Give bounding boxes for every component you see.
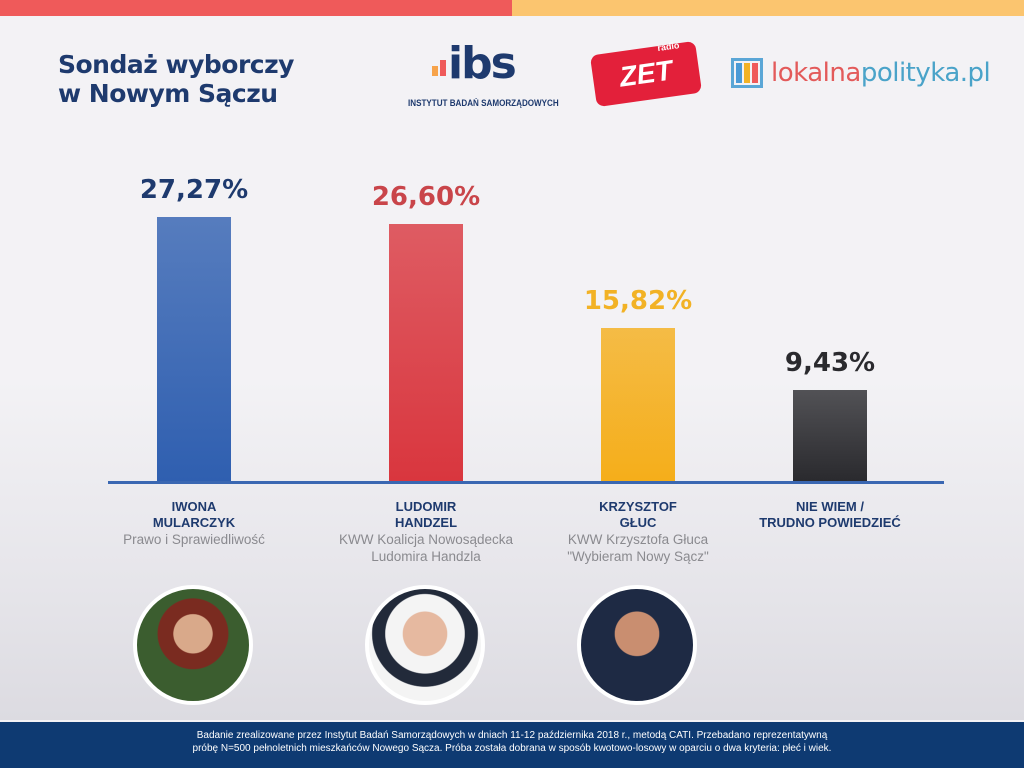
candidate-party: KWW Krzysztofa Głuca [567,532,709,547]
ibs-logo-subtitle: INSTYTUT BADAŃ SAMORZĄDOWYCH [408,98,559,109]
bar-1 [157,217,231,481]
candidate-name: KRZYSZTOF [599,499,677,514]
category-label-3: KRZYSZTOF GŁUC KWW Krzysztofa Głuca "Wybier… [528,499,748,565]
footer-line-2: próbę N=500 pełnoletnich mieszkańców Now… [192,743,832,754]
lokalnapolityka-logo: lokalnapolityka.pl [731,58,991,88]
candidate-party: "Wybieram Nowy Sącz" [567,549,709,564]
candidate-party: KWW Koalicja Nowosądecka [338,532,514,547]
category-label-1: IWONA MULARCZYK Prawo i Sprawiedliwość [84,499,304,548]
category-label-2: LUDOMIR HANDZEL KWW Koalicja Nowosądecka Lu… [316,499,536,565]
title-line-2: w Nowym Sączu [58,79,278,108]
candidate-name: IWONA [171,499,217,514]
lokalnapolityka-chart-icon [731,58,763,88]
candidate-name: GŁUC [619,515,657,530]
logo-text-lokalna: lokalna [771,58,861,88]
zet-text: ZET [617,54,675,93]
top-stripe-red [0,0,512,16]
zet-radio-text: radio [656,40,680,54]
logo-text-polityka: polityka.pl [860,58,991,88]
candidate-photo-mularczyk [133,585,253,705]
candidate-name: TRUDNO POWIEDZIEĆ [759,515,901,530]
candidate-name: MULARCZYK [152,515,236,530]
candidate-photo-handzel [365,585,485,705]
candidate-name: LUDOMIR [395,499,457,514]
title-line-1: Sondaż wyborczy [58,50,294,79]
category-label-4: NIE WIEM / TRUDNO POWIEDZIEĆ [720,499,940,531]
top-stripe-orange [512,0,1024,16]
radio-zet-logo: radio ZET [589,40,703,108]
footer-line-1: Badanie zrealizowane przez Instytut Bada… [196,730,828,741]
bar-3 [601,327,675,481]
candidate-party: Ludomira Handzla [371,549,481,564]
candidate-name: NIE WIEM / [796,499,864,514]
candidate-name: HANDZEL [394,515,458,530]
ibs-logo-text: ibs [448,38,517,89]
value-label-4: 9,43% [784,347,876,378]
value-label-3: 15,82% [583,285,693,316]
value-label-2: 26,60% [371,181,481,212]
candidate-party: Prawo i Sprawiedliwość [123,532,265,547]
ibs-logo: ibs INSTYTUT BADAŃ SAMORZĄDOWYCH [408,38,568,112]
value-label-1: 27,27% [139,175,249,206]
x-axis-line [108,481,944,484]
candidate-photo-gluc [577,585,697,705]
footer-note: Badanie zrealizowane przez Instytut Bada… [0,722,1024,768]
bar-2 [389,223,463,481]
page-title: Sondaż wyborczy w Nowym Sączu [58,50,294,108]
bar-4 [793,389,867,481]
